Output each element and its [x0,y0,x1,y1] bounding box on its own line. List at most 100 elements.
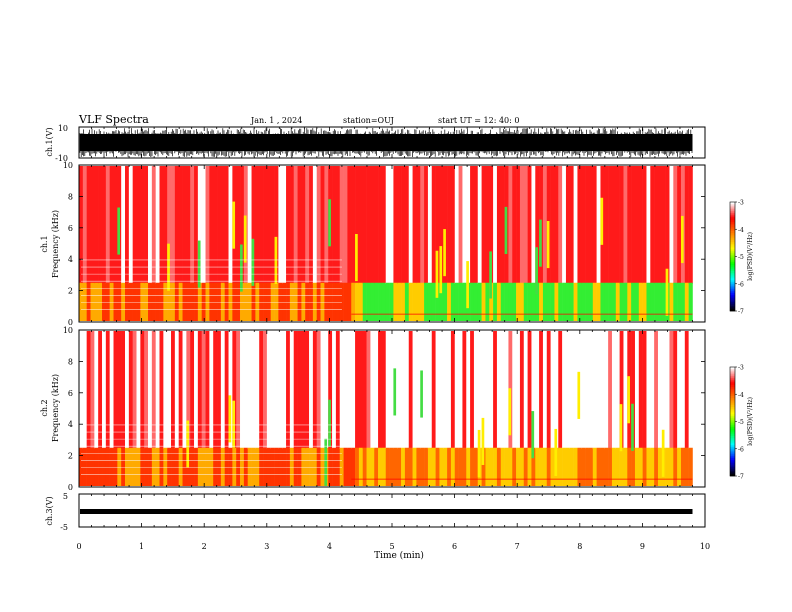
spectrogram-cell [136,447,141,486]
spectrogram-cell [94,331,99,449]
spectrogram-cell [516,447,521,486]
spectrogram-cell [320,447,325,486]
spectrogram-cell [439,282,444,321]
spectrogram-cell [163,282,168,321]
spectrogram-cell [381,447,387,486]
spectrogram-cell [677,282,682,321]
spectrogram-cell [523,282,528,321]
colorbar-segment [730,231,735,234]
spectrogram-cell [174,331,179,449]
colorbar-segment [730,406,735,410]
spectrogram-cell [485,447,490,486]
spectrogram-cell [608,447,613,486]
colorbar-segment [730,227,735,230]
y-tick-label: 8 [68,357,73,366]
colorbar-segment [730,405,735,408]
colorbar-segment [730,439,735,442]
spectrogram-cell [654,447,659,486]
spectrogram-cell [274,282,279,321]
spectrogram-cell [171,282,176,321]
spectrogram-feature [439,246,443,294]
spectrogram-cell [355,331,360,449]
spectrogram-cell [182,331,187,449]
spectrogram-cell [370,447,375,486]
spectrogram-cell [466,331,471,449]
spectrogram-cell [151,166,156,284]
spectrogram-cell [240,447,245,486]
spectrogram-cell [527,166,532,284]
spectrogram-cell [86,282,91,321]
spectrogram-cell [565,166,571,284]
spectrogram-cell [82,447,87,486]
spectrogram-cell [343,166,348,284]
spectrogram-cell [259,447,264,486]
colorbar-tick-label: -3 [738,365,744,372]
spectrogram-cell [604,331,609,449]
spectrogram-cell [627,447,632,486]
spectrogram-cell [539,282,544,321]
spectrogram-cell [209,331,214,449]
colorbar-segment [730,446,735,450]
spectrogram-cell [473,282,479,321]
spectrogram-feature [435,250,439,298]
spectrogram-cell [385,447,390,486]
spectrogram-cell [619,166,624,284]
spectrogram-cell [623,331,628,449]
colorbar-segment [730,258,735,261]
colorbar-segment [730,417,735,420]
spectrogram-cell [592,447,597,486]
colorbar-segment [730,238,735,241]
spectrogram-cell [485,166,490,284]
spectrogram-cell [309,282,314,321]
spectrogram-cell [125,166,130,284]
spectrogram-cell [117,447,122,486]
spectrogram-cell [174,166,179,284]
spectrogram-cell [224,447,229,486]
spectrogram-cell [109,282,114,321]
spectrogram-cell [493,447,498,486]
spectrogram-cell [366,331,371,449]
y-tick-label: 4 [68,420,73,429]
spectrogram-cell [255,282,260,321]
spectrogram-cell [79,282,84,321]
colorbar-segment [730,421,735,424]
spectrogram-cell [151,282,156,321]
colorbar-tick-label: -6 [738,281,744,288]
colorbar-segment [730,432,735,435]
spectrogram-cell [665,447,670,486]
spectrogram-cell [228,331,233,449]
colorbar-segment [730,441,735,444]
spectrogram-cell [117,331,122,449]
spectrogram-cell [661,331,666,449]
colorbar-segment [730,379,735,382]
spectrogram-cell [132,447,137,486]
colorbar-segment [730,396,735,399]
spectrogram-cell [550,166,555,284]
spectrogram-cell [420,447,425,486]
spectrogram-cell [588,447,594,486]
colorbar-segment [730,383,735,386]
colorbar-segment [730,289,735,292]
colorbar-segment [730,280,735,283]
colorbar-segment [730,454,735,457]
spectrogram-cell [132,331,137,449]
spectrogram-cell [569,447,574,486]
colorbar-segment [730,271,735,274]
spectrogram-feature [535,247,538,295]
spectrogram-cell [263,447,268,486]
spectrogram-cell [82,331,87,449]
spectrogram-cell [378,166,383,284]
spectrogram-cell [427,282,433,321]
spectrogram-cell [270,282,275,321]
spectrogram-cell [247,331,252,449]
spectrogram-cell [385,282,390,321]
spectrogram-cell [351,282,356,321]
spectrogram-cell [370,282,375,321]
spectrogram-cell [638,282,643,321]
spectrogram-cell [638,331,643,449]
spectrogram-cell [466,166,471,284]
spectrogram-cell [301,331,306,449]
colorbar-segment [730,472,735,475]
ch3-ytick-top: 5 [63,492,68,501]
spectrogram-cell [634,166,640,284]
